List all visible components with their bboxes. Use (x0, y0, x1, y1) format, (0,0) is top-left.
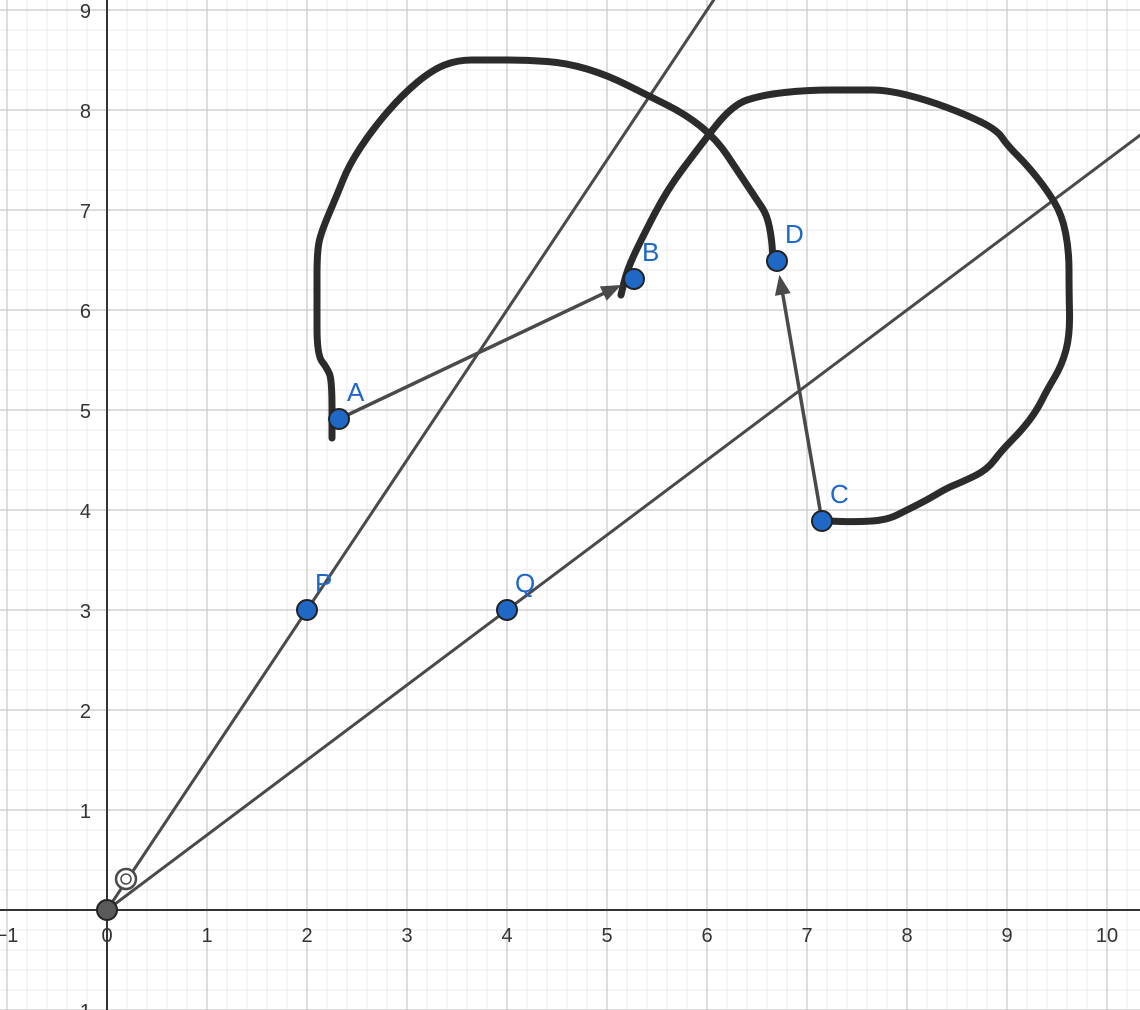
vector-CD[interactable] (779, 282, 824, 523)
point-label-C: C (830, 479, 849, 509)
hidden-point-marker[interactable] (114, 867, 138, 891)
y-tick-label: 8 (80, 101, 91, 123)
point-B[interactable] (623, 268, 645, 290)
point-label-A: A (347, 377, 365, 407)
origin-point[interactable] (96, 899, 118, 921)
x-tick-label: 7 (801, 925, 812, 947)
x-tick-label: 8 (901, 925, 912, 947)
y-tick-label: 1 (80, 801, 91, 823)
x-tick-label: 2 (301, 925, 312, 947)
point-label-Q: Q (515, 568, 535, 598)
curve-right[interactable] (617, 86, 1074, 526)
vector-arrowhead (599, 285, 622, 301)
curve-left[interactable] (313, 56, 777, 442)
rays (105, 0, 1140, 912)
y-tick-label: 5 (80, 401, 91, 423)
x-tick-label: 0 (101, 925, 112, 947)
y-tick-label: 1 (80, 1001, 91, 1010)
tick-labels: −10123456789101123456789 (0, 1, 1118, 1010)
hidden-point-marker-inner (120, 873, 132, 885)
point-D[interactable] (766, 250, 788, 272)
y-tick-label: 2 (80, 701, 91, 723)
point-label-D: D (785, 219, 804, 249)
vectors (337, 274, 824, 523)
freehand-curves (313, 56, 1074, 526)
points: A B C D P Q (296, 219, 849, 621)
y-tick-label: 6 (80, 301, 91, 323)
point-label-B: B (642, 237, 659, 267)
vector-arrowhead (774, 274, 791, 296)
x-tick-label: 5 (601, 925, 612, 947)
point-P[interactable] (296, 599, 318, 621)
vector-AB[interactable] (337, 287, 615, 421)
x-tick-label: 10 (1096, 925, 1118, 947)
ray-OP[interactable] (105, 0, 1140, 912)
x-tick-label: 4 (501, 925, 512, 947)
x-tick-label: 1 (201, 925, 212, 947)
y-tick-label: 7 (80, 201, 91, 223)
x-tick-label: 9 (1001, 925, 1012, 947)
point-C[interactable] (811, 510, 833, 532)
x-tick-label: −1 (0, 925, 18, 947)
point-A[interactable] (328, 408, 350, 430)
point-Q[interactable] (496, 599, 518, 621)
origin (96, 867, 138, 921)
x-tick-label: 6 (701, 925, 712, 947)
point-label-P: P (315, 568, 332, 598)
x-tick-label: 3 (401, 925, 412, 947)
y-tick-label: 3 (80, 601, 91, 623)
y-tick-label: 9 (80, 1, 91, 23)
y-tick-label: 4 (80, 501, 91, 523)
